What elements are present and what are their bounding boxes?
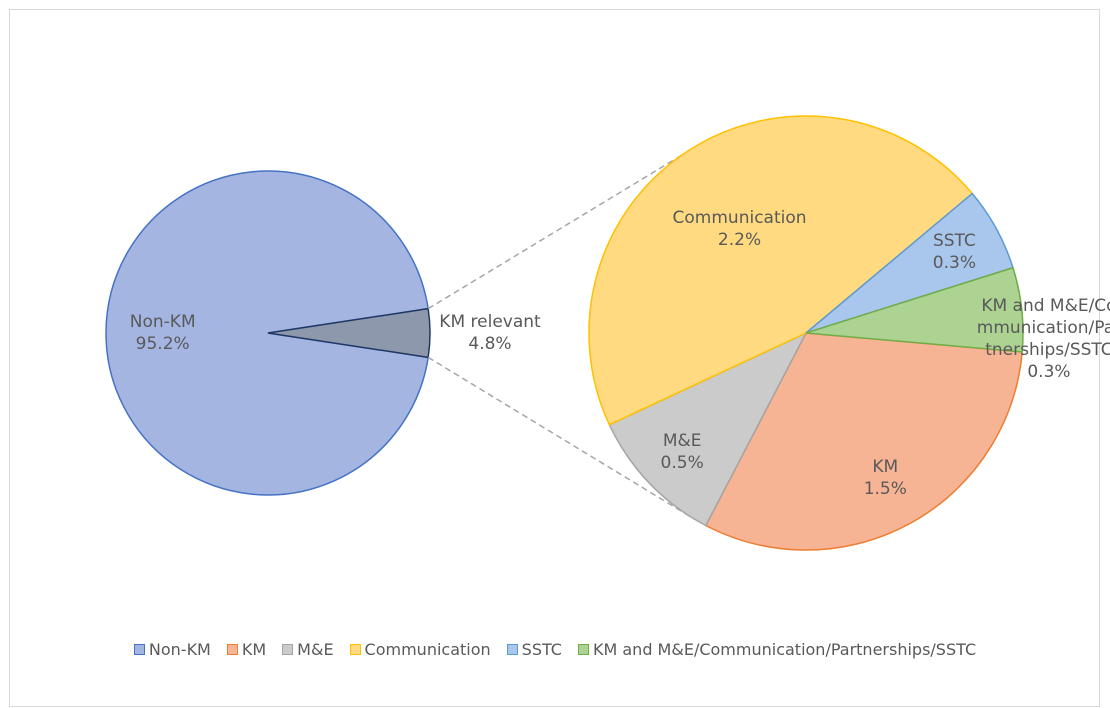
- legend-swatch: [349, 644, 361, 655]
- legend-item: Non-KM: [133, 640, 211, 659]
- label-category: Communication: [672, 207, 807, 228]
- label-category: SSTC: [932, 230, 976, 251]
- label-category: Non-KM: [129, 312, 196, 332]
- legend-swatch: [506, 644, 518, 655]
- legend-swatch: [577, 644, 589, 655]
- legend-swatch: [226, 644, 238, 655]
- data-label: Non-KM 95.2%: [130, 311, 196, 355]
- data-label: KM 1.5%: [864, 456, 907, 500]
- pie-slice: [805, 266, 1024, 353]
- legend-text: Communication: [364, 640, 491, 659]
- legend-item: KM and M&E/Communication/Partnerships/SS…: [577, 640, 977, 659]
- pie-slice: [608, 331, 808, 527]
- legend-item: Communication: [349, 640, 491, 659]
- data-label: KM relevant 4.8%: [439, 311, 540, 355]
- legend-text: SSTC: [521, 640, 562, 659]
- label-category: KM relevant: [439, 312, 541, 332]
- connector-line: [427, 356, 695, 520]
- legend-text: Non-KM: [148, 640, 211, 659]
- data-label: M&E 0.5%: [661, 430, 704, 474]
- legend-item: KM: [226, 640, 267, 659]
- pie-slice: [588, 115, 974, 426]
- pie-slice: [105, 170, 430, 496]
- legend-text: KM and M&E/Communication/Partnerships/SS…: [592, 640, 977, 659]
- label-value: 2.2%: [717, 229, 762, 250]
- label-value: 0.3%: [932, 252, 976, 273]
- legend-swatch: [133, 644, 145, 655]
- label-category: KM: [872, 456, 899, 477]
- label-value: 1.5%: [863, 478, 907, 499]
- pie-slice: [704, 332, 1023, 551]
- chart-border: [9, 9, 1100, 707]
- legend: Non-KM KM M&E Communication SSTC KM and M&E/C…: [0, 640, 1110, 659]
- label-value: 0.5%: [660, 452, 704, 473]
- label-value: 4.8%: [468, 334, 512, 354]
- label-category: KM and M&E/Communication/Partnerships/SS…: [976, 296, 1110, 361]
- label-value: 0.3%: [1027, 362, 1071, 383]
- data-label: SSTC 0.3%: [933, 230, 976, 274]
- label-category: M&E: [662, 430, 702, 451]
- legend-text: M&E: [297, 640, 334, 659]
- legend-swatch: [282, 644, 294, 655]
- legend-item: M&E: [282, 640, 334, 659]
- legend-item: SSTC: [506, 640, 562, 659]
- data-label: Communication 2.2%: [673, 207, 807, 251]
- data-label: KM and M&E/Communication/Partnerships/SS…: [974, 295, 1110, 383]
- label-value: 95.2%: [135, 334, 190, 354]
- legend-text: KM: [241, 640, 267, 659]
- pie-slice: [267, 307, 431, 359]
